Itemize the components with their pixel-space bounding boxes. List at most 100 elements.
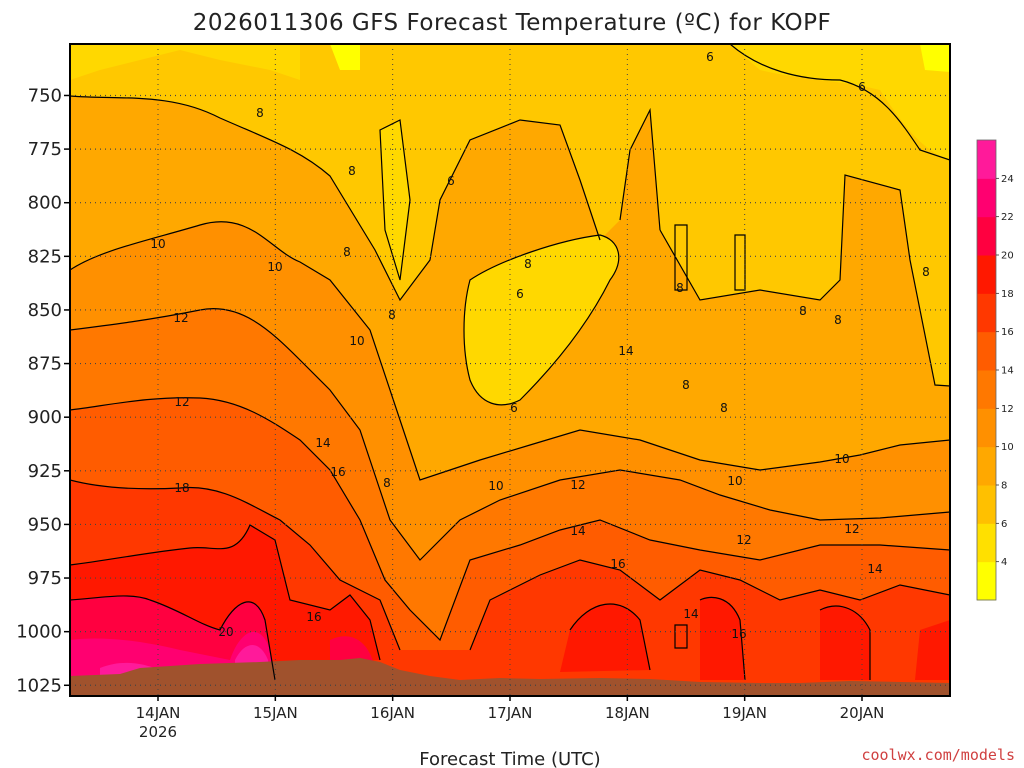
contour-line [729, 44, 950, 161]
contour-label: 16 [731, 627, 746, 641]
grid-lines [70, 44, 950, 696]
colorbar-segment [977, 255, 996, 294]
contour-label: 6 [510, 401, 518, 415]
colorbar-tick-label: 16 [1001, 327, 1014, 338]
x-tick-label: 15JAN [253, 704, 298, 722]
x-tick-label: 16JAN [370, 704, 415, 722]
x-tick-label: 19JAN [722, 704, 767, 722]
colorbar-tick-label: 24 [1001, 174, 1014, 185]
contour-label: 12 [173, 311, 188, 325]
contour-labels: 6 6 8 8 6 8 10 10 8 8 8 12 10 14 12 14 16 18 20 6 8 6 8 8 8 8 10 12… [150, 50, 929, 641]
colorbar-tick-label: 18 [1001, 289, 1014, 300]
y-tick-label: 825 [28, 246, 62, 267]
contour-label: 8 [720, 401, 728, 415]
colorbar-segment [977, 216, 996, 256]
colorbar-segment [977, 446, 996, 486]
colorbar-tick-label: 12 [1001, 404, 1014, 415]
contour-label: 10 [727, 474, 742, 488]
colorbar-segment [977, 178, 996, 218]
contour-label: 8 [524, 257, 532, 271]
x-tick-label: 20JAN [840, 704, 885, 722]
y-tick-label: 800 [28, 193, 62, 214]
y-tick-label: 850 [28, 300, 62, 321]
plot-area [70, 44, 950, 696]
contour-lines [70, 44, 950, 681]
contour-line [659, 174, 950, 387]
contour-label: 16 [610, 557, 625, 571]
contour-line [619, 107, 661, 231]
y-tick-label: 875 [28, 354, 62, 375]
band-6-8 [70, 44, 950, 405]
contour-label: 8 [676, 281, 684, 295]
y-tick-label: 950 [28, 514, 62, 535]
contour-line [70, 397, 950, 642]
contour-label: 8 [256, 106, 264, 120]
y-tick-label: 975 [28, 568, 62, 589]
contour-line [70, 595, 276, 681]
y-tick-label: 1000 [16, 622, 62, 643]
contour-label: 10 [267, 260, 282, 274]
contour-label: 12 [844, 522, 859, 536]
x-tick-label: 18JAN [605, 704, 650, 722]
colorbar-segment [977, 293, 996, 333]
contour-line [463, 234, 620, 406]
y-tick-label: 900 [28, 407, 62, 428]
colorbar-segment [977, 561, 996, 601]
contour-label: 14 [867, 562, 882, 576]
contour-label: 18 [174, 481, 189, 495]
y-tick-label: 1025 [16, 675, 62, 696]
colorbar-segment [977, 370, 996, 409]
contour-label: 10 [834, 452, 849, 466]
contour-label: 12 [570, 478, 585, 492]
colorbar-tick-label: 14 [1001, 366, 1014, 377]
contour-label: 14 [315, 436, 330, 450]
band-18-20 [70, 525, 950, 680]
contour-label: 14 [618, 344, 633, 358]
y-tick-label: 925 [28, 461, 62, 482]
contour-label: 14 [683, 607, 698, 621]
x-tick-label: 17JAN [488, 704, 533, 722]
contour-label: 8 [348, 164, 356, 178]
contour-label: 20 [218, 625, 233, 639]
contour-label: 8 [343, 245, 351, 259]
colorbar-segment [977, 485, 996, 524]
contour-label: 8 [834, 313, 842, 327]
x-tick-sublabel: 2026 [139, 723, 177, 741]
colorbar-tick-label: 20 [1001, 251, 1014, 262]
contour-line [70, 524, 381, 661]
contour-label: 8 [388, 308, 396, 322]
colorbar-tick-label: 22 [1001, 212, 1014, 223]
colorbar-segment [977, 331, 996, 371]
y-axis: 750 775 800 825 850 875 900 925 950 975 1000 1025 [16, 85, 70, 696]
contour-label: 14 [570, 524, 585, 538]
colorbar-tick-label: 8 [1001, 481, 1007, 492]
colorbar-segment [977, 140, 996, 179]
contour-line [70, 479, 950, 651]
contour-label: 10 [349, 334, 364, 348]
contour-label: 12 [174, 395, 189, 409]
colorbar-tick-label: 4 [1001, 557, 1007, 568]
x-tick-label: 14JAN [136, 704, 181, 722]
y-tick-label: 775 [28, 139, 62, 160]
chart-title: 2026011306 GFS Forecast Temperature (ºC)… [193, 10, 831, 36]
x-axis-title: Forecast Time (UTC) [419, 749, 600, 768]
contour-line [379, 119, 411, 281]
contour-line [569, 596, 871, 681]
ground-surface [70, 658, 950, 696]
colorbar: 4 6 8 10 12 14 16 18 20 22 24 [976, 139, 1014, 601]
colorbar-tick-label: 6 [1001, 519, 1007, 530]
contour-label: 16 [306, 610, 321, 624]
contour-line [70, 221, 950, 481]
colorbar-tick-label: 10 [1001, 442, 1014, 453]
credit-link[interactable]: coolwx.com/models [861, 746, 1015, 764]
contour-label: 16 [330, 465, 345, 479]
contour-line [70, 308, 950, 561]
y-tick-label: 750 [28, 85, 62, 106]
contour-label: 6 [516, 287, 524, 301]
contour-label: 6 [447, 174, 455, 188]
contour-label: 8 [799, 304, 807, 318]
contour-label: 8 [383, 476, 391, 490]
contour-label: 8 [682, 378, 690, 392]
